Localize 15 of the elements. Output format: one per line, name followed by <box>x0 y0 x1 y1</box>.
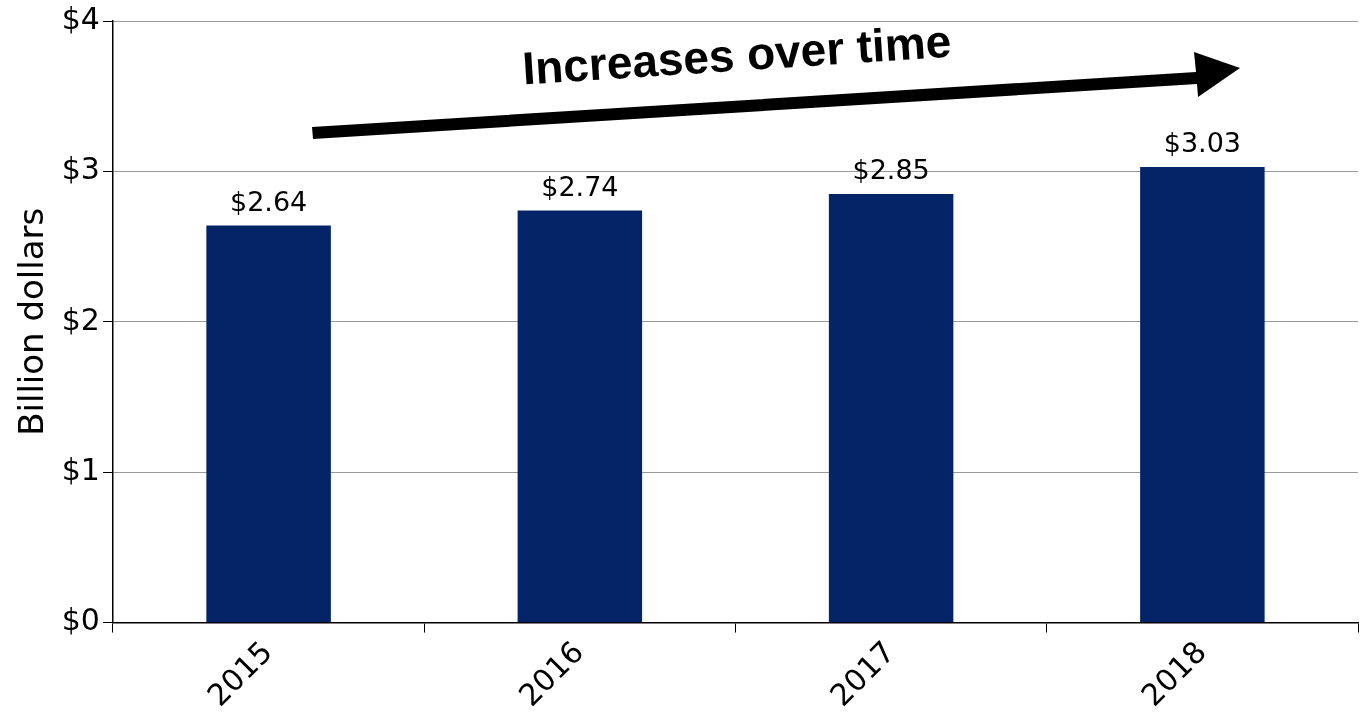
y-tick-label: $4 <box>61 0 100 36</box>
bar <box>828 193 954 623</box>
y-tick-label: $1 <box>61 451 100 487</box>
annotation: Increases over time <box>520 14 953 95</box>
data-label: $2.64 <box>229 186 308 218</box>
bar <box>206 225 331 623</box>
data-label: $3.03 <box>1163 127 1242 159</box>
bar <box>517 210 643 623</box>
y-tick-label: $0 <box>61 602 100 638</box>
y-axis-title: Billion dollars <box>11 207 52 436</box>
data-label: $2.85 <box>852 154 930 186</box>
y-tick-label: $3 <box>61 151 100 187</box>
y-tick-label: $2 <box>61 301 100 337</box>
bar <box>1140 166 1265 623</box>
data-label: $2.74 <box>541 171 619 203</box>
